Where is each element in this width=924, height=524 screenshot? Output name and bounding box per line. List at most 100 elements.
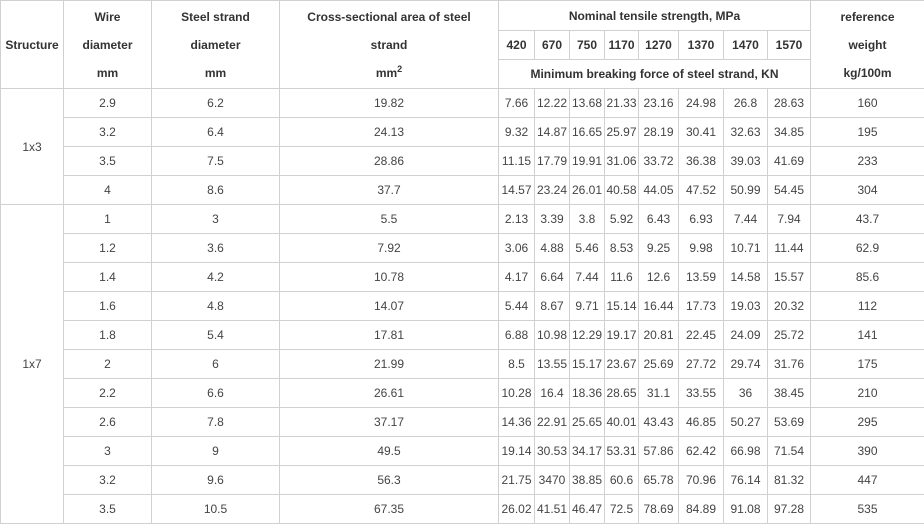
wire-diameter-cell: 2.2 (64, 379, 152, 408)
header-area-unit: mm2 (280, 59, 498, 87)
strand-diameter-cell: 9.6 (152, 466, 280, 495)
breaking-force-cell: 11.44 (768, 234, 811, 263)
breaking-force-cell: 28.63 (768, 89, 811, 118)
breaking-force-cell: 41.69 (768, 147, 811, 176)
weight-cell: 195 (811, 118, 924, 147)
breaking-force-cell: 6.43 (639, 205, 679, 234)
strand-diameter-cell: 6 (152, 350, 280, 379)
weight-cell: 535 (811, 495, 924, 524)
breaking-force-cell: 7.44 (724, 205, 768, 234)
breaking-force-cell: 15.17 (570, 350, 605, 379)
area-cell: 56.3 (280, 466, 499, 495)
area-cell: 28.86 (280, 147, 499, 176)
breaking-force-cell: 71.54 (768, 437, 811, 466)
header-grade: 1270 (639, 31, 679, 60)
breaking-force-cell: 12.6 (639, 263, 679, 292)
breaking-force-cell: 60.6 (605, 466, 639, 495)
header-breaking-force: Minimum breaking force of steel strand, … (499, 60, 811, 89)
breaking-force-cell: 38.85 (570, 466, 605, 495)
breaking-force-cell: 28.65 (605, 379, 639, 408)
header-grade: 1570 (768, 31, 811, 60)
breaking-force-cell: 31.76 (768, 350, 811, 379)
area-cell: 19.82 (280, 89, 499, 118)
breaking-force-cell: 43.43 (639, 408, 679, 437)
header-structure: Structure (1, 1, 64, 89)
breaking-force-cell: 39.03 (724, 147, 768, 176)
header-structure-label: Structure (5, 38, 58, 52)
area-cell: 24.13 (280, 118, 499, 147)
strand-diameter-cell: 7.5 (152, 147, 280, 176)
breaking-force-cell: 10.71 (724, 234, 768, 263)
wire-diameter-cell: 1 (64, 205, 152, 234)
wire-diameter-cell: 3.5 (64, 495, 152, 524)
breaking-force-cell: 25.97 (605, 118, 639, 147)
breaking-force-cell: 27.72 (679, 350, 724, 379)
breaking-force-cell: 25.72 (768, 321, 811, 350)
breaking-force-cell: 91.08 (724, 495, 768, 524)
strand-diameter-cell: 10.5 (152, 495, 280, 524)
breaking-force-cell: 50.27 (724, 408, 768, 437)
breaking-force-cell: 36 (724, 379, 768, 408)
breaking-force-cell: 10.28 (499, 379, 535, 408)
table-header: Structure Wire diameter mm Steel strand … (1, 1, 924, 89)
header-strand-diameter: Steel strand diameter mm (152, 1, 280, 89)
weight-cell: 447 (811, 466, 924, 495)
breaking-force-cell: 40.58 (605, 176, 639, 205)
area-cell: 14.07 (280, 292, 499, 321)
breaking-force-cell: 9.25 (639, 234, 679, 263)
breaking-force-cell: 32.63 (724, 118, 768, 147)
breaking-force-cell: 53.69 (768, 408, 811, 437)
breaking-force-cell: 3.39 (535, 205, 570, 234)
breaking-force-cell: 6.64 (535, 263, 570, 292)
header-weight-line1: reference (811, 3, 924, 31)
header-weight-unit: kg/100m (811, 59, 924, 87)
breaking-force-cell: 22.91 (535, 408, 570, 437)
breaking-force-cell: 25.69 (639, 350, 679, 379)
strand-diameter-cell: 4.2 (152, 263, 280, 292)
breaking-force-cell: 34.17 (570, 437, 605, 466)
strand-diameter-cell: 6.4 (152, 118, 280, 147)
breaking-force-cell: 62.42 (679, 437, 724, 466)
breaking-force-cell: 15.57 (768, 263, 811, 292)
header-strand-diameter-unit: mm (152, 59, 279, 87)
breaking-force-cell: 31.1 (639, 379, 679, 408)
weight-cell: 85.6 (811, 263, 924, 292)
header-wire-diameter: Wire diameter mm (64, 1, 152, 89)
breaking-force-cell: 33.55 (679, 379, 724, 408)
breaking-force-cell: 29.74 (724, 350, 768, 379)
weight-cell: 160 (811, 89, 924, 118)
weight-cell: 390 (811, 437, 924, 466)
weight-cell: 43.7 (811, 205, 924, 234)
breaking-force-cell: 8.5 (499, 350, 535, 379)
breaking-force-cell: 4.88 (535, 234, 570, 263)
header-strand-diameter-line2: diameter (152, 31, 279, 59)
breaking-force-cell: 22.45 (679, 321, 724, 350)
strand-diameter-cell: 3 (152, 205, 280, 234)
header-grade: 750 (570, 31, 605, 60)
header-area: Cross-sectional area of steel strand mm2 (280, 1, 499, 89)
breaking-force-cell: 47.52 (679, 176, 724, 205)
breaking-force-cell: 16.44 (639, 292, 679, 321)
breaking-force-cell: 4.17 (499, 263, 535, 292)
wire-diameter-cell: 2.9 (64, 89, 152, 118)
breaking-force-cell: 36.38 (679, 147, 724, 176)
breaking-force-cell: 7.44 (570, 263, 605, 292)
breaking-force-cell: 10.98 (535, 321, 570, 350)
area-cell: 7.92 (280, 234, 499, 263)
breaking-force-cell: 18.36 (570, 379, 605, 408)
strand-diameter-cell: 3.6 (152, 234, 280, 263)
wire-diameter-cell: 3.5 (64, 147, 152, 176)
area-cell: 21.99 (280, 350, 499, 379)
header-area-line1: Cross-sectional area of steel (280, 3, 498, 31)
